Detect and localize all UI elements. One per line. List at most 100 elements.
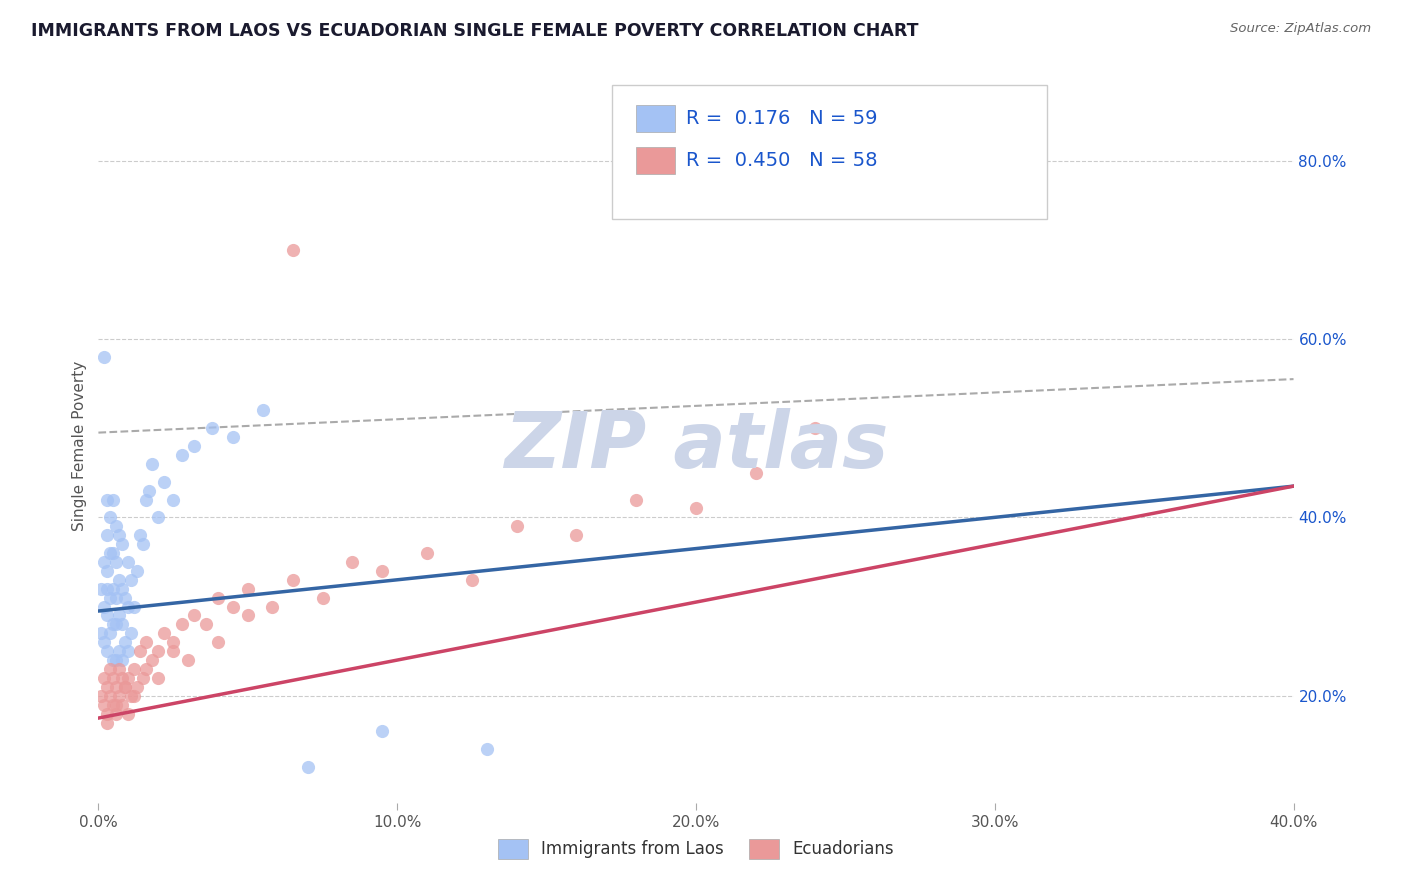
Point (103, 617, 125, 632)
Point (105, 706, 128, 721)
Point (93, 599, 115, 614)
Point (201, 421, 224, 435)
Point (124, 599, 146, 614)
Point (98, 626, 122, 640)
Point (685, 501, 707, 516)
Point (111, 582, 134, 596)
Point (98, 546, 122, 560)
Point (98, 662, 122, 676)
Point (475, 742, 498, 756)
Point (105, 698, 128, 712)
Point (108, 573, 131, 587)
Point (129, 644, 152, 658)
Point (281, 243, 304, 257)
Point (96, 644, 118, 658)
Point (93, 350, 115, 364)
Point (207, 635, 229, 649)
Point (804, 421, 827, 435)
Point (105, 591, 128, 605)
Point (141, 653, 163, 667)
Point (461, 573, 484, 587)
Point (371, 724, 394, 739)
Legend: Immigrants from Laos, Ecuadorians: Immigrants from Laos, Ecuadorians (491, 832, 901, 866)
Point (153, 475, 176, 489)
Point (111, 617, 134, 632)
Point (103, 698, 125, 712)
Point (111, 698, 134, 712)
Text: R =  0.176   N = 59: R = 0.176 N = 59 (686, 109, 877, 128)
Point (236, 582, 259, 596)
Point (141, 457, 163, 471)
Point (127, 680, 149, 694)
Point (90, 626, 112, 640)
Point (105, 680, 128, 694)
Point (745, 466, 768, 480)
Point (183, 608, 205, 623)
Point (177, 653, 200, 667)
Point (96, 582, 118, 596)
Point (416, 546, 439, 560)
Point (108, 644, 131, 658)
Point (96, 564, 118, 578)
Point (297, 760, 319, 774)
Point (129, 528, 152, 542)
Point (162, 635, 184, 649)
Y-axis label: Single Female Poverty: Single Female Poverty (72, 361, 87, 531)
Point (90, 582, 112, 596)
Point (195, 617, 218, 632)
Text: Source: ZipAtlas.com: Source: ZipAtlas.com (1230, 22, 1371, 36)
Point (93, 671, 115, 685)
Point (124, 689, 146, 703)
Point (114, 680, 136, 694)
Point (120, 626, 142, 640)
Point (93, 698, 115, 712)
Point (311, 591, 333, 605)
Point (98, 689, 122, 703)
Point (138, 483, 160, 498)
Point (120, 689, 142, 703)
Point (98, 591, 122, 605)
Text: IMMIGRANTS FROM LAOS VS ECUADORIAN SINGLE FEMALE POVERTY CORRELATION CHART: IMMIGRANTS FROM LAOS VS ECUADORIAN SINGL… (31, 22, 918, 40)
Point (96, 715, 118, 730)
Point (172, 617, 194, 632)
Point (148, 644, 170, 658)
Text: ZIP atlas: ZIP atlas (503, 408, 889, 484)
Point (127, 564, 149, 578)
Point (135, 662, 157, 676)
Point (281, 573, 304, 587)
Point (260, 599, 283, 614)
Point (96, 706, 118, 721)
Point (96, 608, 118, 623)
Point (252, 403, 274, 417)
Point (506, 519, 529, 533)
Point (108, 662, 131, 676)
Point (162, 492, 184, 507)
Point (207, 591, 229, 605)
Point (103, 582, 125, 596)
Point (148, 510, 170, 524)
Point (117, 671, 139, 685)
Point (93, 555, 115, 569)
Point (103, 653, 125, 667)
Point (103, 546, 125, 560)
Point (342, 555, 364, 569)
Point (120, 573, 142, 587)
Point (565, 528, 588, 542)
Point (117, 599, 139, 614)
Point (114, 591, 136, 605)
Point (105, 519, 128, 533)
Point (103, 492, 125, 507)
Text: R =  0.450   N = 58: R = 0.450 N = 58 (686, 151, 877, 170)
Point (222, 599, 245, 614)
Point (117, 555, 139, 569)
Point (96, 528, 118, 542)
Point (105, 653, 128, 667)
Point (93, 635, 115, 649)
Point (117, 706, 139, 721)
Point (135, 492, 157, 507)
Point (98, 510, 122, 524)
Point (172, 448, 194, 462)
Point (111, 671, 134, 685)
Point (236, 608, 259, 623)
Point (108, 528, 131, 542)
